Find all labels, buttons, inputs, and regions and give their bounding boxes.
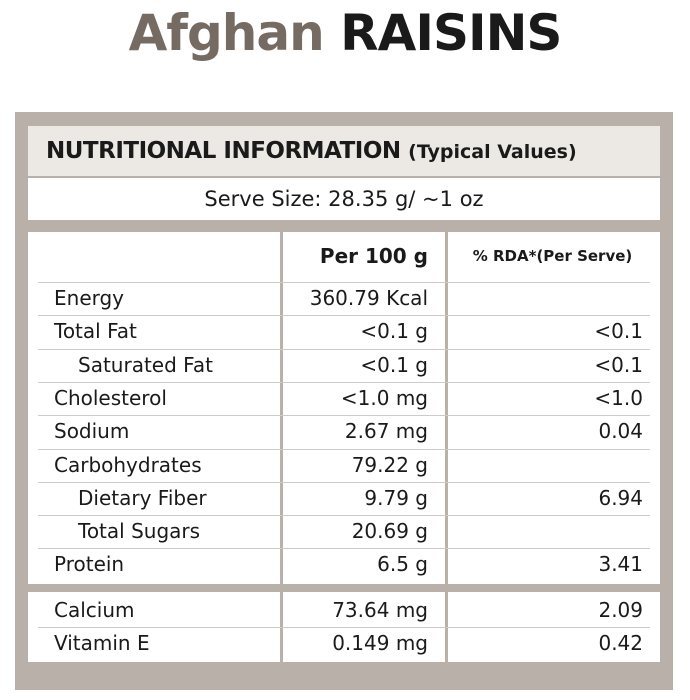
per-100g-value: 360.79 Kcal <box>309 286 428 310</box>
product-title: Afghan RAISINS <box>0 4 690 62</box>
rda-value: 0.42 <box>598 630 643 655</box>
serve-size: Serve Size: 28.35 g/ ~1 oz <box>28 178 660 220</box>
per-100g-value: <0.1 g <box>360 319 428 344</box>
table: Per 100 g % RDA*(Per Serve) Energy 360.79 K… <box>28 232 660 584</box>
heading: NUTRITIONAL INFORMATION <box>46 138 401 164</box>
nutrient-label: Calcium <box>54 597 135 622</box>
nutrient-label: Total Fat <box>54 319 137 344</box>
rda-value: 3.41 <box>598 552 643 577</box>
rda-value: <0.1 <box>594 319 643 344</box>
nutrient-label: Energy <box>54 286 125 310</box>
row-line <box>38 381 650 383</box>
per-100g-value: 79.22 g <box>351 452 428 477</box>
panel-heading: NUTRITIONAL INFORMATION (Typical Values) <box>28 126 660 176</box>
rda-value: 6.94 <box>598 485 643 510</box>
per-100g-value: 6.5 g <box>377 552 428 577</box>
per-100g-value: <0.1 g <box>360 352 428 377</box>
row-line <box>38 415 650 417</box>
nutrient-label: Vitamin E <box>54 630 150 655</box>
column-divider <box>445 232 448 584</box>
nutrient-label: Protein <box>54 552 125 577</box>
column-divider <box>280 232 283 584</box>
rda-value: 0.04 <box>598 419 643 444</box>
per-100g-value: 20.69 g <box>351 519 428 544</box>
per-100g-value: 0.149 mg <box>332 630 428 655</box>
per-100g-value: 9.79 g <box>364 485 428 510</box>
column-header: % RDA*(Per Serve) <box>472 247 633 265</box>
row-line <box>38 282 650 283</box>
brand: Afghan <box>128 4 325 62</box>
nutrient-label: Saturated Fat <box>78 352 213 377</box>
per-100g-value: <1.0 mg <box>340 385 428 410</box>
row-line <box>38 481 650 483</box>
per-100g-value: 73.64 mg <box>332 597 428 622</box>
row-line <box>38 348 650 350</box>
rda-value: 2.09 <box>598 597 643 622</box>
row-line <box>38 548 650 550</box>
column-header: Per 100 g <box>319 244 428 268</box>
nutrient-label: Sodium <box>54 419 130 444</box>
rda-value: <0.1 <box>594 352 643 377</box>
heading-note: (Typical Values) <box>408 141 577 163</box>
nutrient-label: Total Sugars <box>78 519 201 544</box>
row-line <box>38 626 650 628</box>
nutrient-label: Cholesterol <box>54 385 167 410</box>
row-line <box>38 448 650 450</box>
product: RAISINS <box>340 4 562 62</box>
per-100g-value: 2.67 mg <box>344 419 428 444</box>
rda-value: <1.0 <box>594 385 643 410</box>
nutrient-label: Carbohydrates <box>54 452 202 477</box>
table: Calcium 73.64 mg 2.09 Vitamin E 0.149 mg 0.42 <box>28 591 660 663</box>
nutrition-panel: NUTRITIONAL INFORMATION (Typical Values)… <box>15 112 673 690</box>
nutrient-label: Dietary Fiber <box>78 485 207 510</box>
row-line <box>38 515 650 517</box>
row-line <box>38 315 650 317</box>
